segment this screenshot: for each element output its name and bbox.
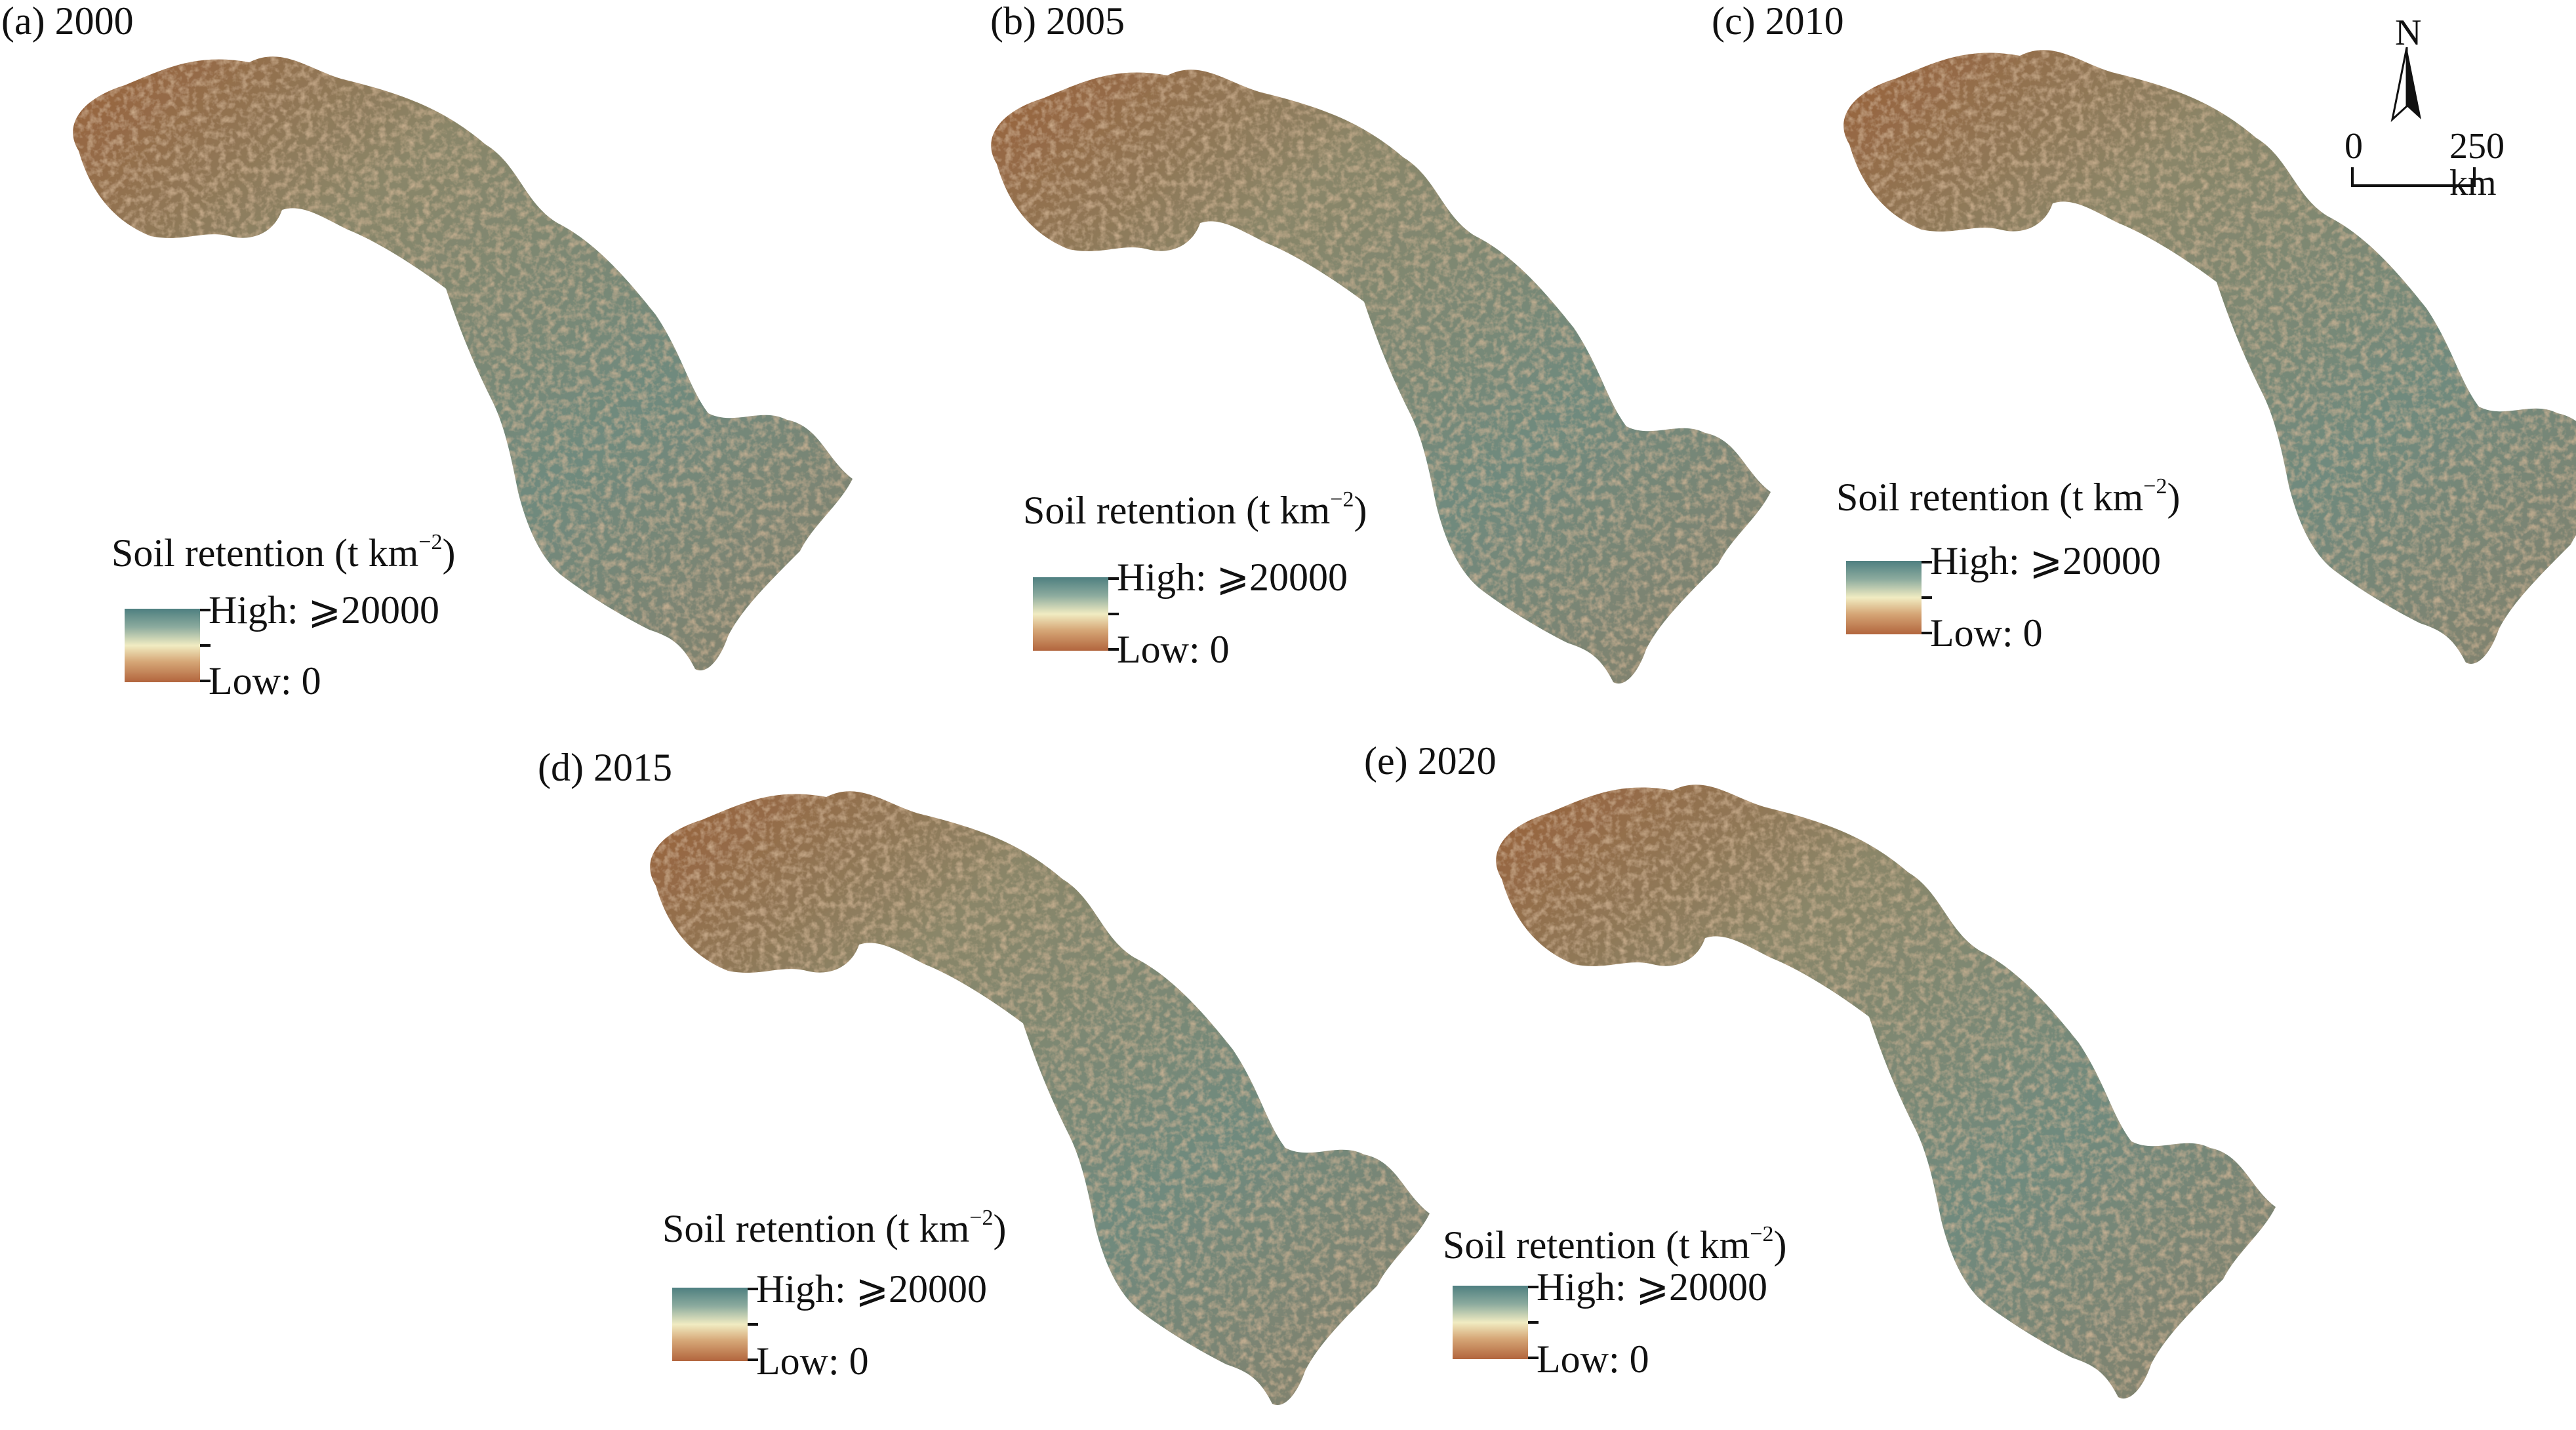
panel-e: (e) 2020 Soil retention (t km−2) High: ⩾… xyxy=(1364,739,2276,1399)
legend-high-label: High: ⩾20000 xyxy=(209,588,439,632)
color-ramp xyxy=(1846,561,1922,634)
color-ramp xyxy=(1033,577,1108,651)
legend-low-label: Low: 0 xyxy=(1537,1338,1649,1381)
north-arrow-icon xyxy=(2390,47,2421,123)
tick-high xyxy=(1528,1286,1539,1288)
legend-high-label: High: ⩾20000 xyxy=(1117,556,1348,599)
color-ramp xyxy=(672,1288,748,1361)
legend-low-label: Low: 0 xyxy=(756,1339,869,1383)
tick-mid xyxy=(1922,596,1932,599)
tick-high xyxy=(200,609,211,611)
legend: Soil retention (t km−2) High: ⩾20000 Low… xyxy=(662,1207,1089,1384)
tick-mid xyxy=(1528,1321,1539,1324)
scale-end-label: 250 km xyxy=(2449,126,2505,203)
tick-low xyxy=(1922,632,1932,634)
scale-bar: 0 250 km xyxy=(2345,126,2554,203)
legend: Soil retention (t km−2) High: ⩾20000 Low… xyxy=(1443,1223,1869,1387)
legend-high-label: High: ⩾20000 xyxy=(1930,539,2161,582)
legend-title: Soil retention (t km−2) xyxy=(1443,1222,1787,1267)
legend: Soil retention (t km−2) High: ⩾20000 Low… xyxy=(1836,476,2263,653)
legend-title: Soil retention (t km−2) xyxy=(1836,474,2181,519)
tick-low xyxy=(1108,648,1119,651)
panel-a: (a) 2000 Soil retention (t km−2) High: ⩾… xyxy=(0,0,853,722)
north-arrow: N xyxy=(2381,14,2433,126)
panel-label: (e) 2020 xyxy=(1364,739,1497,783)
legend-title: Soil retention (t km−2) xyxy=(1023,487,1367,532)
panel-c: (c) 2010 Soil retention (t km−2) High: ⩾… xyxy=(1712,0,2576,722)
tick-low xyxy=(1528,1357,1539,1359)
legend-title: Soil retention (t km−2) xyxy=(662,1206,1007,1250)
tick-mid xyxy=(1108,613,1119,615)
panel-label: (a) 2000 xyxy=(1,0,134,43)
north-label: N xyxy=(2395,12,2422,53)
legend: Soil retention (t km−2) High: ⩾20000 Low… xyxy=(111,531,538,708)
tick-low xyxy=(748,1358,758,1361)
tick-low xyxy=(200,680,211,682)
tick-high xyxy=(1922,561,1932,563)
legend-low-label: Low: 0 xyxy=(1117,628,1230,671)
legend-high-label: High: ⩾20000 xyxy=(756,1267,987,1311)
legend-title: Soil retention (t km−2) xyxy=(111,530,456,575)
color-ramp xyxy=(125,609,200,682)
tick-mid xyxy=(748,1323,758,1326)
panel-d: (d) 2015 Soil retention (t km−2) High: ⩾… xyxy=(538,746,1430,1405)
legend-low-label: Low: 0 xyxy=(1930,611,2043,655)
panel-b: (b) 2005 Soil retention (t km−2) High: ⩾… xyxy=(866,0,1771,722)
legend: Soil retention (t km−2) High: ⩾20000 Low… xyxy=(1023,487,1449,671)
tick-mid xyxy=(200,644,211,647)
panel-label: (b) 2005 xyxy=(990,0,1125,43)
tick-high xyxy=(748,1288,758,1290)
scale-start-label: 0 xyxy=(2345,126,2363,167)
scale-bar-line xyxy=(2351,167,2476,187)
tick-high xyxy=(1108,577,1119,580)
panel-label: (d) 2015 xyxy=(538,746,672,789)
legend-low-label: Low: 0 xyxy=(209,659,321,703)
legend-high-label: High: ⩾20000 xyxy=(1537,1265,1767,1309)
panel-label: (c) 2010 xyxy=(1712,0,1844,43)
color-ramp xyxy=(1453,1286,1528,1359)
